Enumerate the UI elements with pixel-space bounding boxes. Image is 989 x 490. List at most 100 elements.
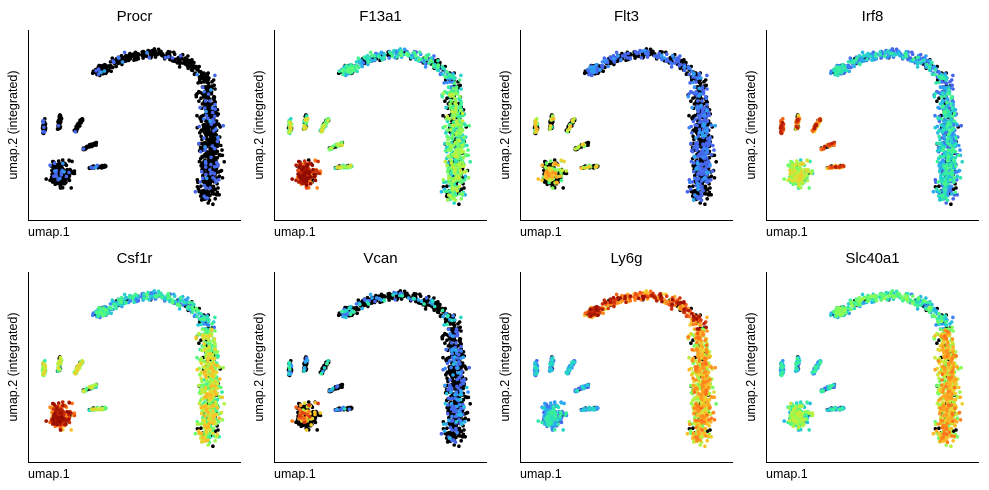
- data-point: [201, 123, 205, 127]
- data-point: [710, 169, 715, 173]
- data-point: [212, 94, 216, 99]
- data-point: [67, 170, 71, 175]
- data-point: [535, 127, 539, 131]
- data-point: [460, 119, 465, 123]
- data-point: [436, 59, 440, 63]
- data-point: [157, 49, 162, 54]
- data-point: [560, 168, 565, 172]
- data-point: [449, 158, 453, 162]
- data-point: [203, 148, 207, 152]
- data-point: [606, 64, 610, 69]
- data-point: [216, 186, 220, 190]
- data-point: [212, 120, 216, 124]
- data-point: [687, 113, 691, 118]
- data-point: [588, 65, 593, 70]
- data-point: [959, 123, 963, 128]
- data-point: [704, 180, 708, 184]
- data-point: [107, 64, 111, 68]
- data-point: [446, 169, 450, 174]
- data-point: [317, 171, 321, 176]
- data-point: [288, 121, 293, 125]
- data-point: [341, 72, 345, 77]
- data-point: [587, 72, 591, 77]
- data-point: [693, 123, 697, 127]
- data-point: [460, 111, 465, 116]
- data-point: [213, 87, 217, 91]
- data-point: [696, 184, 700, 189]
- data-point: [693, 113, 697, 118]
- data-point: [200, 85, 205, 90]
- data-point: [462, 164, 466, 168]
- data-point: [705, 147, 709, 152]
- data-point: [67, 159, 72, 163]
- data-point: [417, 57, 422, 62]
- data-point: [896, 52, 901, 56]
- data-point: [700, 99, 704, 103]
- data-point: [56, 159, 61, 163]
- data-point: [463, 152, 468, 157]
- data-point: [399, 53, 404, 58]
- data-point: [203, 106, 207, 110]
- data-point: [550, 175, 555, 179]
- data-point: [702, 113, 707, 117]
- data-point: [702, 122, 707, 127]
- data-point: [340, 143, 344, 147]
- data-point: [440, 64, 445, 69]
- data-point: [117, 56, 121, 60]
- data-point: [443, 159, 448, 164]
- data-point: [935, 99, 939, 103]
- data-point: [370, 53, 374, 58]
- data-point: [216, 135, 220, 140]
- data-point: [349, 163, 353, 168]
- data-point: [123, 59, 128, 63]
- data-point: [708, 136, 712, 141]
- data-point: [215, 164, 219, 168]
- data-point: [713, 123, 717, 128]
- data-point: [114, 64, 118, 69]
- data-point: [195, 185, 200, 189]
- data-point: [457, 139, 462, 143]
- data-point: [460, 192, 465, 196]
- data-point: [53, 169, 57, 173]
- data-point: [705, 170, 709, 175]
- data-point: [207, 198, 212, 202]
- data-point: [111, 65, 115, 70]
- data-point: [704, 162, 708, 166]
- data-point: [536, 177, 540, 181]
- data-point: [202, 136, 206, 140]
- y-axis-label: umap.2 (integrated): [6, 70, 20, 179]
- data-point: [639, 55, 643, 60]
- x-axis-label: umap.1: [520, 225, 562, 239]
- data-point: [708, 186, 712, 190]
- data-point: [449, 161, 454, 166]
- data-point: [711, 143, 715, 148]
- data-point: [463, 123, 468, 128]
- data-point: [200, 155, 205, 159]
- data-point: [619, 57, 623, 62]
- data-point: [938, 102, 943, 106]
- data-point: [449, 144, 454, 148]
- data-point: [218, 125, 222, 129]
- data-point: [423, 55, 427, 60]
- data-point: [69, 186, 73, 190]
- data-point: [689, 99, 693, 103]
- panel-title: Flt3: [614, 8, 639, 25]
- data-point: [44, 177, 48, 181]
- data-point: [314, 168, 319, 172]
- data-point: [409, 55, 414, 60]
- data-point: [302, 173, 307, 178]
- data-point: [706, 143, 710, 148]
- data-point: [336, 143, 341, 147]
- data-point: [186, 60, 191, 64]
- data-point: [211, 176, 215, 180]
- data-point: [709, 178, 713, 182]
- data-point: [459, 87, 463, 91]
- data-point: [457, 176, 461, 180]
- data-point: [443, 99, 447, 103]
- data-point: [144, 54, 149, 59]
- data-point: [412, 50, 416, 55]
- data-point: [457, 163, 461, 167]
- data-point: [199, 129, 203, 133]
- data-point: [390, 54, 395, 59]
